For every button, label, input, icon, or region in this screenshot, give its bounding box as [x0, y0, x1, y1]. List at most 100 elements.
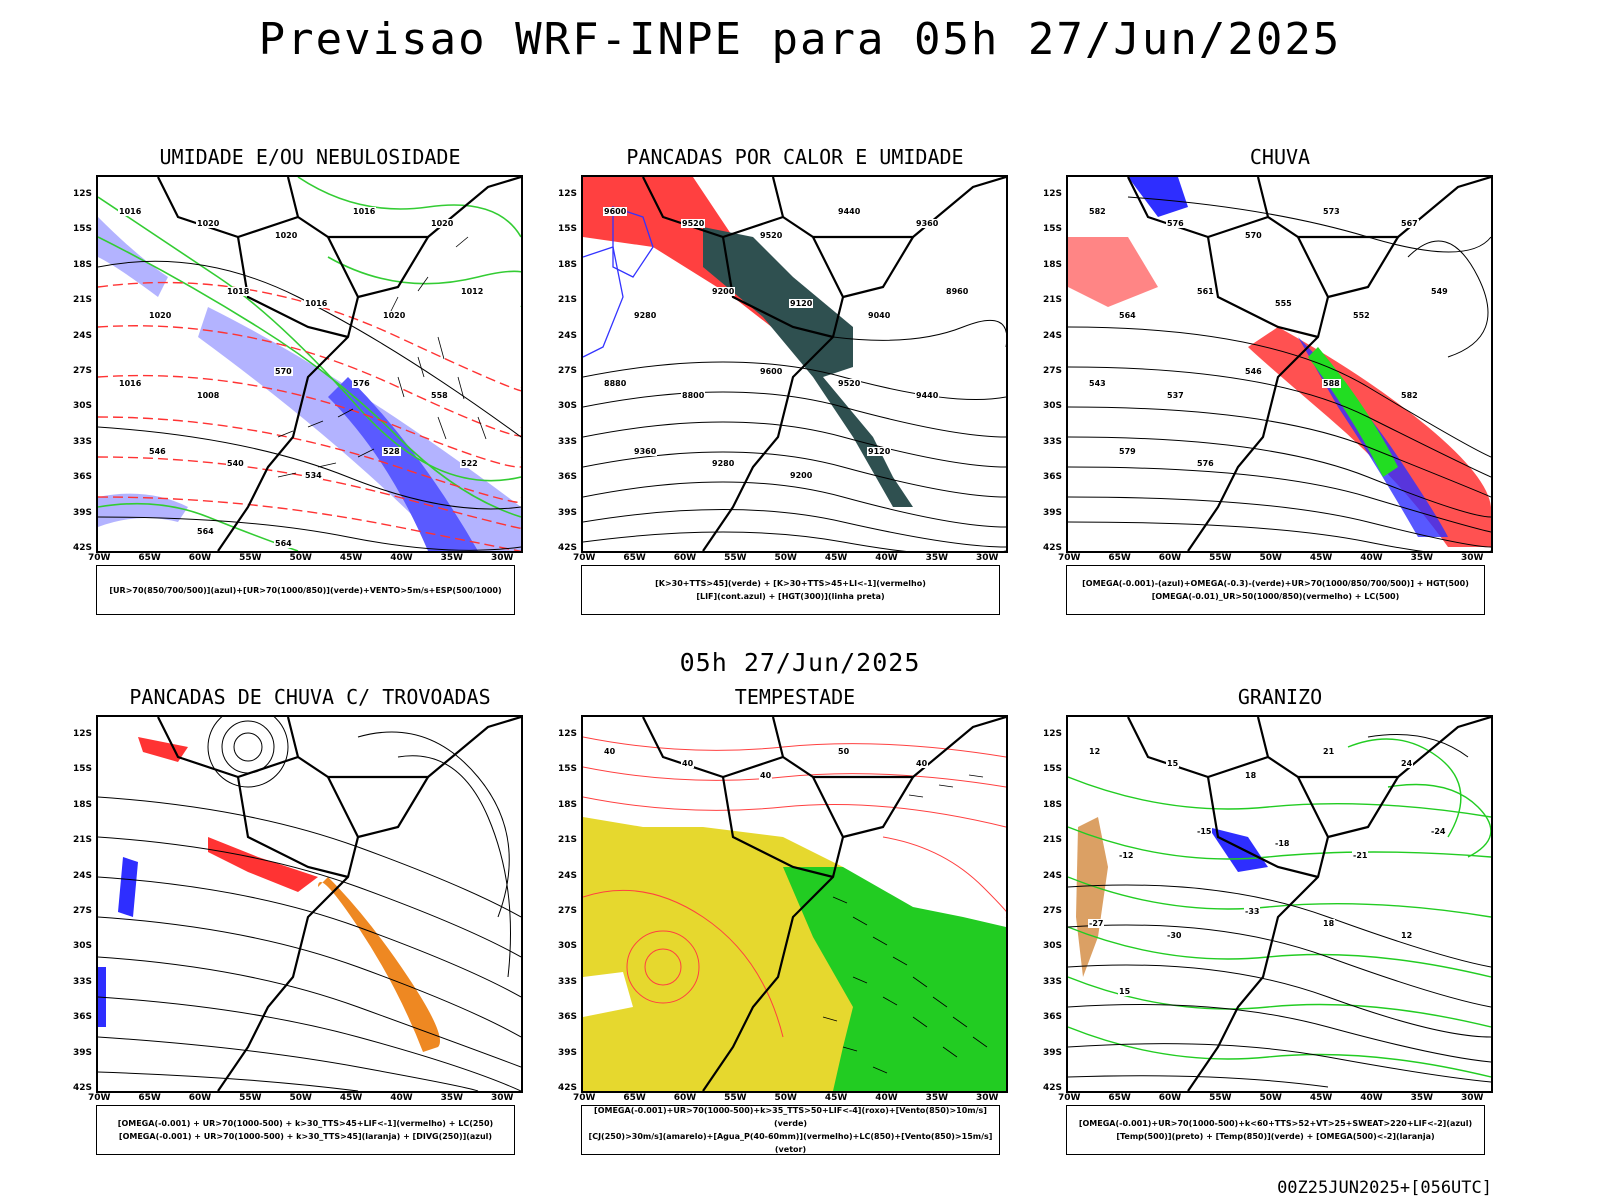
lon-tick-label: 70W [1058, 553, 1081, 563]
lat-tick-label: 21S [72, 835, 92, 846]
lon-tick-label: 60W [673, 1093, 697, 1103]
hgt500-contours [1068, 196, 1491, 551]
contour-label: 1020 [274, 231, 299, 240]
lat-tick-label: 21S [1042, 295, 1062, 306]
contour-label: 8880 [603, 379, 628, 388]
contour-label: 1020 [148, 311, 173, 320]
contour-label: 9360 [915, 219, 940, 228]
lon-tick-label: 35W [440, 553, 464, 563]
caption-line: [Temp(500)](preto) + [Temp(850)](verde) … [1116, 1132, 1435, 1141]
lat-tick-label: 30S [557, 401, 577, 412]
contour-label: 588 [1322, 379, 1341, 388]
lon-tick-label: 35W [925, 1093, 949, 1103]
lat-tick-label: 21S [557, 835, 577, 846]
lat-tick-label: 36S [72, 1012, 92, 1023]
lon-tick-label: 60W [673, 553, 697, 563]
map-umidade: 1016 1020 1020 1016 1020 1020 1018 1016 1020 1012… [96, 175, 523, 553]
contour-label: 570 [1244, 231, 1263, 240]
lat-tick-label: 15S [557, 224, 577, 235]
red-area [208, 837, 318, 892]
lon-tick-label: 65W [623, 1093, 646, 1103]
lat-tick-label: 36S [1042, 472, 1062, 483]
lon-tick-label: 35W [1410, 553, 1434, 563]
footer-run-info: 00Z25JUN2025+[056UTC] [1277, 1178, 1492, 1198]
contour-label: 8960 [945, 287, 970, 296]
lon-tick-label: 55W [239, 553, 262, 563]
contour-label: 582 [1400, 391, 1419, 400]
lon-tick-label: 50W [289, 553, 312, 563]
lat-tick-label: 15S [1042, 224, 1062, 235]
red-dashed-thickness [98, 281, 521, 551]
map-canvas [98, 177, 521, 551]
lat-tick-label: 18S [557, 799, 577, 810]
lon-tick-label: 50W [289, 1093, 312, 1103]
clear-area [583, 972, 633, 1017]
contour-label: 9520 [681, 219, 706, 228]
contour-label: -15 [1196, 827, 1213, 836]
lat-tick-label: 12S [557, 729, 577, 739]
panel-caption: [OMEGA(-0.001)+UR>70(1000-500)+k>35_TTS>… [581, 1105, 1000, 1155]
map-tempestade: 40 40 40 50 40 [581, 715, 1008, 1093]
lon-tick-label: 65W [138, 1093, 161, 1103]
lat-tick-label: 18S [1042, 259, 1062, 270]
hgt300-contours [583, 319, 1006, 551]
contour-label: 546 [1244, 367, 1263, 376]
contour-label: 561 [1196, 287, 1215, 296]
contour-label: 534 [304, 471, 323, 480]
lon-tick-label: 40W [390, 553, 413, 563]
humidity-core [328, 377, 478, 551]
lat-tick-label: 33S [1042, 436, 1062, 447]
contour-label: 9280 [633, 311, 658, 320]
contour-label: 9200 [789, 471, 814, 480]
map-chuva: 582 576 570 573 567 564 561 555 552 549 543 537 546 5… [1066, 175, 1493, 553]
contour-label: 1018 [226, 287, 251, 296]
lon-tick-label: 55W [724, 553, 747, 563]
lat-tick-label: 39S [72, 507, 92, 518]
lat-tick-label: 36S [72, 472, 92, 483]
temp500-contours [1068, 734, 1491, 1088]
lc850-contours [583, 736, 1006, 1038]
contour-label: 9360 [633, 447, 658, 456]
contour-label: 1020 [430, 219, 455, 228]
contour-label: -12 [1118, 851, 1135, 860]
lon-tick-label: 60W [1158, 553, 1182, 563]
contour-label: 24 [1400, 759, 1414, 768]
contour-label: -21 [1352, 851, 1369, 860]
lat-tick-label: 15S [72, 224, 92, 235]
contour-label: 9440 [837, 207, 862, 216]
lat-tick-label: 33S [72, 436, 92, 447]
caption-line: [OMEGA(-0.01)_UR>50(1000/850)(vermelho) … [1151, 592, 1400, 601]
contour-label: 21 [1322, 747, 1336, 756]
main-title: Previsao WRF-INPE para 05h 27/Jun/2025 [258, 14, 1342, 65]
lat-tick-label: 39S [1042, 507, 1062, 518]
lat-tick-label: 12S [1042, 189, 1062, 199]
panel-pancadas-calor: PANCADAS POR CALOR E UMIDADE [555, 145, 1035, 625]
lon-tick-label: 65W [1108, 553, 1131, 563]
temp850-contours [1068, 738, 1491, 1078]
lon-tick-label: 40W [875, 553, 898, 563]
contour-label: 9520 [759, 231, 784, 240]
contour-label: -30 [1166, 931, 1183, 940]
caption-line: [OMEGA(-0.001) + UR>70(1000-500) + k>30_… [118, 1132, 493, 1141]
lon-tick-label: 45W [824, 1093, 848, 1103]
lat-tick-label: 27S [557, 906, 577, 916]
contour-label: 1016 [352, 207, 377, 216]
contour-label: 1008 [196, 391, 221, 400]
contour-label: 567 [1400, 219, 1419, 228]
map-canvas [1068, 177, 1491, 551]
green-contours [98, 177, 521, 551]
caption-line: [OMEGA(-0.001)+UR>70(1000-500)+k>35_TTS>… [594, 1106, 987, 1128]
lat-tick-label: 12S [1042, 729, 1062, 739]
contour-label: 1012 [460, 287, 485, 296]
contour-label: 40 [681, 759, 695, 768]
lon-tick-label: 35W [1410, 1093, 1434, 1103]
contour-label: 18 [1322, 919, 1336, 928]
hail-blue-area [1208, 827, 1268, 872]
lat-tick-label: 33S [557, 976, 577, 987]
contour-label: 15 [1166, 759, 1180, 768]
lon-tick-label: 50W [1259, 1093, 1282, 1103]
wind-vectors [822, 774, 988, 1074]
lon-tick-label: 30W [491, 553, 514, 563]
wind-vectors [277, 236, 487, 478]
caption-line: [CJ(250)>30m/s](amarelo)+[Agua_P(40-60mm… [588, 1132, 993, 1154]
